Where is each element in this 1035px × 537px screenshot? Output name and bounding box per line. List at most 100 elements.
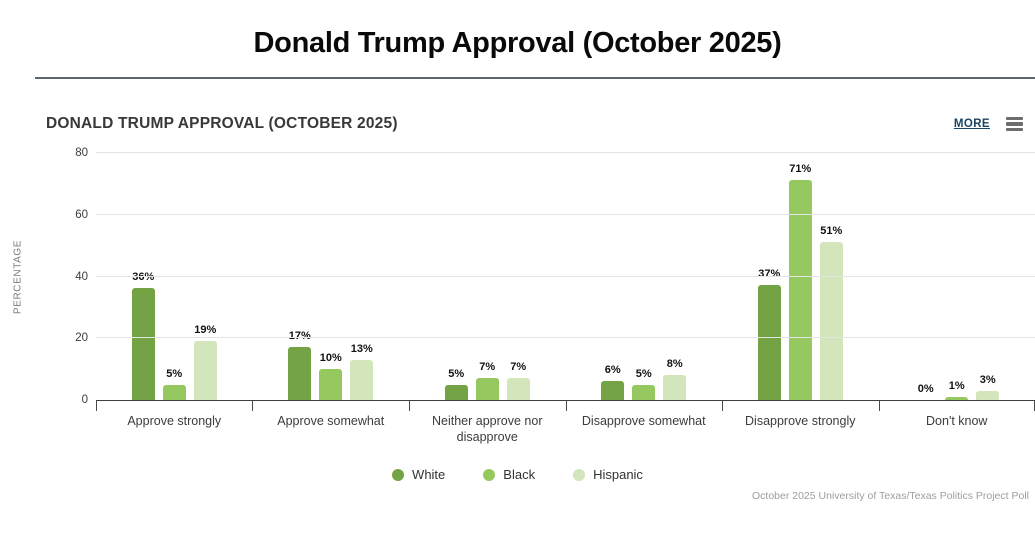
- bar-hispanic[interactable]: [350, 360, 373, 400]
- bar-wrap: 0%: [914, 383, 937, 400]
- more-link[interactable]: MORE: [954, 118, 990, 130]
- bar-groups: 36% 5% 19% 17% 10% 13% 5% 7% 7% 6% 5% 8% 37% 71% 51% 0%…: [96, 153, 1035, 400]
- y-tick-label: 80: [52, 146, 88, 160]
- axis-tick: [252, 401, 253, 411]
- bar-wrap: 5%: [632, 368, 655, 401]
- bar-value-label: 13%: [351, 343, 373, 355]
- bar-hispanic[interactable]: [663, 375, 686, 400]
- x-axis-ticks: [96, 401, 1035, 411]
- category-label: Disapprove strongly: [722, 413, 879, 445]
- bar-value-label: 7%: [510, 361, 526, 373]
- bar-value-label: 51%: [820, 225, 842, 237]
- bar-wrap: 5%: [445, 368, 468, 401]
- bar-wrap: 1%: [945, 380, 968, 400]
- bar-value-label: 3%: [980, 374, 996, 386]
- legend-label: Hispanic: [593, 467, 643, 482]
- bar-hispanic[interactable]: [507, 378, 530, 400]
- legend: White Black Hispanic: [0, 467, 1035, 482]
- page: { "page_title": "Donald Trump Approval (…: [0, 24, 1035, 537]
- axis-tick: [96, 401, 97, 411]
- bar-group: 17% 10% 13%: [253, 153, 410, 400]
- plot-area: PERCENTAGE 36%5%19%17%10%13%5%7%7%6%5%8%…: [96, 153, 1035, 401]
- bar-value-label: 10%: [320, 352, 342, 364]
- bar-white[interactable]: [288, 347, 311, 400]
- bar-black[interactable]: [476, 378, 499, 400]
- bar-value-label: 36%: [132, 271, 154, 283]
- bar-black[interactable]: [163, 385, 186, 401]
- legend-label: Black: [503, 467, 535, 482]
- legend-swatch: [483, 469, 495, 481]
- bar-wrap: 5%: [163, 368, 186, 401]
- bar-group: 5% 7% 7%: [409, 153, 566, 400]
- legend-swatch: [573, 469, 585, 481]
- bar-wrap: 19%: [194, 324, 217, 400]
- bar-wrap: 7%: [507, 361, 530, 400]
- y-tick-label: 60: [52, 208, 88, 222]
- bar-wrap: 51%: [820, 225, 843, 400]
- source-attribution: October 2025 University of Texas/Texas P…: [0, 490, 1035, 502]
- y-tick-label: 20: [52, 331, 88, 345]
- legend-label: White: [412, 467, 445, 482]
- legend-item-hispanic[interactable]: Hispanic: [573, 467, 643, 482]
- y-axis-title: PERCENTAGE: [13, 239, 24, 313]
- widget-header: DONALD TRUMP APPROVAL (OCTOBER 2025) MOR…: [0, 109, 1035, 139]
- gridline: [96, 214, 1035, 215]
- bar-wrap: 13%: [350, 343, 373, 400]
- bar-wrap: 10%: [319, 352, 342, 400]
- bar-black[interactable]: [945, 397, 968, 400]
- bar-group: 36% 5% 19%: [96, 153, 253, 400]
- bar-wrap: 3%: [976, 374, 999, 400]
- bar-value-label: 5%: [448, 368, 464, 380]
- bar-white[interactable]: [132, 288, 155, 400]
- gridline: [96, 337, 1035, 338]
- category-label: Approve strongly: [96, 413, 253, 445]
- bar-group: 6% 5% 8%: [566, 153, 723, 400]
- bar-wrap: 36%: [132, 271, 155, 400]
- bar-wrap: 7%: [476, 361, 499, 400]
- hamburger-bar: [1006, 117, 1023, 120]
- bar-value-label: 0%: [918, 383, 934, 395]
- bar-wrap: 17%: [288, 330, 311, 400]
- bar-value-label: 37%: [758, 268, 780, 280]
- bar-value-label: 5%: [166, 368, 182, 380]
- chart-title: DONALD TRUMP APPROVAL (OCTOBER 2025): [46, 115, 954, 133]
- hamburger-icon[interactable]: [1006, 117, 1023, 131]
- category-label: Neither approve nor disapprove: [409, 413, 566, 445]
- bar-group: 0% 1% 3%: [879, 153, 1035, 400]
- y-tick-label: 40: [52, 270, 88, 284]
- axis-tick: [409, 401, 410, 411]
- bar-value-label: 19%: [194, 324, 216, 336]
- bar-value-label: 5%: [636, 368, 652, 380]
- bar-wrap: 71%: [789, 163, 812, 400]
- bar-white[interactable]: [601, 381, 624, 400]
- axis-tick: [566, 401, 567, 411]
- bar-value-label: 6%: [605, 364, 621, 376]
- bar-white[interactable]: [758, 285, 781, 400]
- legend-item-black[interactable]: Black: [483, 467, 535, 482]
- bar-wrap: 6%: [601, 364, 624, 400]
- legend-swatch: [392, 469, 404, 481]
- bar-value-label: 71%: [789, 163, 811, 175]
- title-divider: [35, 77, 1035, 79]
- bar-chart: PERCENTAGE 36% 5% 19% 17% 10% 13% 5% 7% 7% 6% 5% 8%…: [0, 153, 1035, 445]
- y-tick-label: 0: [52, 393, 88, 407]
- bar-black[interactable]: [632, 385, 655, 401]
- bar-hispanic[interactable]: [194, 341, 217, 400]
- page-title: Donald Trump Approval (October 2025): [0, 24, 1035, 62]
- hamburger-bar: [1006, 128, 1023, 131]
- gridline: [96, 152, 1035, 153]
- bar-value-label: 1%: [949, 380, 965, 392]
- bar-wrap: 37%: [758, 268, 781, 400]
- bar-value-label: 8%: [667, 358, 683, 370]
- category-label: Disapprove somewhat: [566, 413, 723, 445]
- category-label: Don't know: [879, 413, 1035, 445]
- bar-hispanic[interactable]: [976, 391, 999, 400]
- bar-black[interactable]: [319, 369, 342, 400]
- bar-white[interactable]: [445, 385, 468, 401]
- bar-hispanic[interactable]: [820, 242, 843, 400]
- legend-item-white[interactable]: White: [392, 467, 445, 482]
- bar-wrap: 8%: [663, 358, 686, 400]
- hamburger-bar: [1006, 122, 1023, 125]
- axis-tick: [722, 401, 723, 411]
